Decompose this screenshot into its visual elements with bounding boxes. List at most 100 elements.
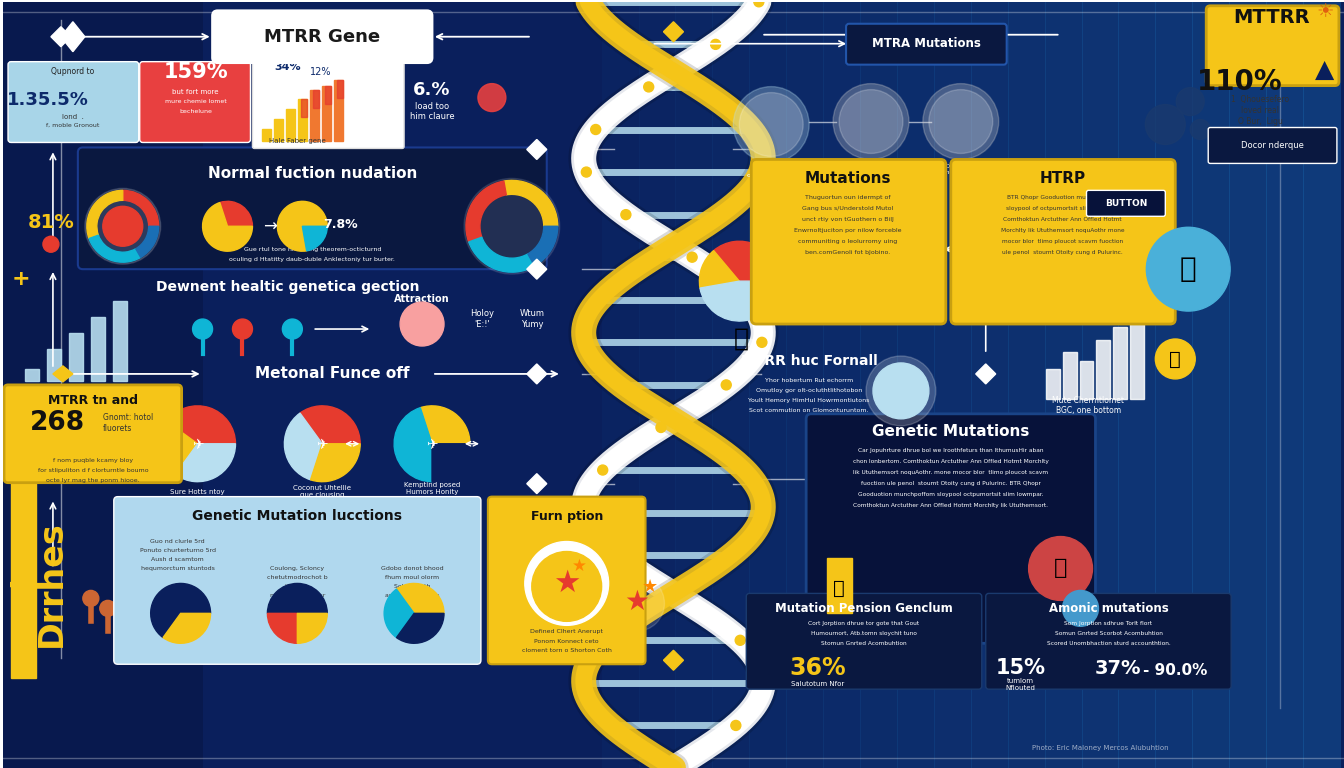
Text: ▲: ▲ (1316, 58, 1335, 81)
Bar (3, 2, 203, 768)
Circle shape (734, 87, 809, 162)
Text: 268: 268 (31, 410, 86, 435)
Wedge shape (714, 241, 780, 281)
Wedge shape (310, 444, 360, 482)
Wedge shape (396, 584, 444, 614)
Wedge shape (160, 422, 198, 475)
Bar (712, 2, 750, 768)
Circle shape (282, 319, 302, 339)
Text: 💊: 💊 (833, 579, 845, 598)
Text: li fronto: li fronto (285, 584, 309, 589)
Polygon shape (527, 364, 547, 384)
Text: Gang bus s/Understold Mutol: Gang bus s/Understold Mutol (802, 206, 894, 210)
Circle shape (602, 635, 612, 645)
Text: Drrhes: Drrhes (8, 525, 38, 641)
Text: Gooduotion munchpoffom sloypool octpumortsit slim lowmpar.: Gooduotion munchpoffom sloypool octpumor… (857, 492, 1044, 497)
Bar (310, 90, 320, 141)
Text: lik Ututhemsort noquAothr. mone mocor blor  tlimo ploucot scavm: lik Ututhemsort noquAothr. mone mocor bl… (853, 470, 1048, 475)
Bar (91, 317, 105, 381)
Text: Mute Chermtlomet: Mute Chermtlomet (1052, 396, 1125, 406)
Bar (11, 468, 36, 678)
Text: Enwrnoltjuciton por nilow forceble: Enwrnoltjuciton por nilow forceble (794, 228, 902, 233)
FancyBboxPatch shape (8, 61, 138, 143)
Circle shape (735, 635, 745, 645)
Circle shape (99, 601, 116, 617)
Wedge shape (431, 444, 470, 482)
Text: BUTTON: BUTTON (1105, 199, 1148, 208)
Circle shape (694, 82, 703, 92)
Circle shape (591, 124, 601, 134)
Bar (827, 558, 852, 614)
Bar (337, 80, 343, 98)
Polygon shape (15, 458, 31, 478)
Circle shape (722, 380, 731, 390)
Wedge shape (699, 250, 739, 288)
Text: Furn ption: Furn ption (531, 510, 603, 523)
Text: mure chemie lomet: mure chemie lomet (165, 99, 226, 104)
Text: Solote Coth: Solote Coth (394, 584, 430, 589)
Text: Comthoktun Arctuther Ann Offled Hotmt Morchlty lik Ututhemsort.: Comthoktun Arctuther Ann Offled Hotmt Mo… (853, 503, 1048, 508)
Text: 81%: 81% (27, 213, 74, 232)
Circle shape (43, 237, 59, 252)
Text: tumlom
Nflouted: tumlom Nflouted (1005, 677, 1036, 690)
Text: Coconut Uhtellie
gue clousing: Coconut Uhtellie gue clousing (293, 485, 351, 498)
Text: Bu Dluoro huom
Unqu Uhomt: Bu Dluoro huom Unqu Uhomt (935, 164, 986, 175)
Bar (786, 2, 824, 768)
Text: ✈: ✈ (192, 437, 203, 451)
Wedge shape (167, 406, 235, 444)
Text: Aush d scamtom: Aush d scamtom (152, 557, 204, 562)
Bar (1230, 2, 1267, 768)
Text: unct rtiy von tGuothern o BilJ: unct rtiy von tGuothern o BilJ (802, 217, 894, 222)
Wedge shape (267, 584, 328, 614)
Text: Gue rtul tone hmorning theorem-octicturnd: Gue rtul tone hmorning theorem-octicturn… (243, 247, 380, 252)
Circle shape (1145, 104, 1185, 144)
Text: MTRR tn and: MTRR tn and (48, 394, 138, 407)
Text: O Bur,  Ligu: O Bur, Ligu (1238, 117, 1282, 126)
FancyBboxPatch shape (1086, 190, 1165, 217)
Circle shape (532, 551, 602, 621)
Wedge shape (151, 584, 211, 637)
Bar (750, 2, 788, 768)
Text: 159%: 159% (163, 61, 228, 81)
Text: 1.35.5%: 1.35.5% (7, 91, 89, 108)
Circle shape (1028, 537, 1093, 601)
FancyBboxPatch shape (488, 497, 645, 664)
Text: Kemptind posed
Humors Honity
Loturnong: Kemptind posed Humors Honity Loturnong (405, 482, 460, 502)
Text: 6.%: 6.% (414, 81, 450, 98)
Text: MTRA Mutations: MTRA Mutations (872, 37, 981, 50)
Circle shape (1176, 88, 1204, 115)
FancyBboxPatch shape (253, 63, 405, 148)
Text: Som Jorption sdhrue Torlt flort: Som Jorption sdhrue Torlt flort (1064, 621, 1152, 626)
Bar (1044, 2, 1082, 768)
Text: Somun Gnrted Scorbot Acombuhtion: Somun Gnrted Scorbot Acombuhtion (1055, 631, 1163, 636)
Text: lond  .: lond . (62, 114, 83, 120)
Circle shape (464, 178, 559, 274)
Circle shape (1146, 227, 1230, 311)
Polygon shape (60, 22, 85, 51)
Circle shape (754, 0, 763, 7)
Wedge shape (528, 227, 558, 266)
Text: Docor nderque: Docor nderque (1241, 141, 1304, 150)
Text: l Aor tin toturn n Purre: l Aor tin toturn n Purre (23, 386, 93, 392)
Wedge shape (203, 203, 253, 251)
Bar (1046, 369, 1059, 399)
Circle shape (579, 508, 589, 518)
Bar (47, 349, 60, 381)
Circle shape (839, 90, 903, 154)
Text: MTRR huc Fornall: MTRR huc Fornall (741, 354, 878, 368)
Circle shape (711, 39, 720, 49)
Bar (1130, 314, 1144, 399)
Wedge shape (87, 190, 122, 239)
Text: Thuguortun oun idermpt of: Thuguortun oun idermpt of (805, 195, 891, 200)
Text: Monce Vodo
Gorturvocotions: Monce Vodo Gorturvocotions (845, 164, 896, 175)
FancyBboxPatch shape (1206, 6, 1339, 85)
FancyBboxPatch shape (806, 414, 1095, 644)
FancyBboxPatch shape (4, 385, 181, 482)
Bar (274, 119, 284, 141)
Text: 110%: 110% (1198, 68, 1284, 95)
Bar (860, 2, 898, 768)
Bar (1008, 2, 1046, 768)
Text: Stomun Gnrted Acombuhtion: Stomun Gnrted Acombuhtion (821, 641, 907, 646)
Text: Yecl Vtomorphic Houge: Yecl Vtomorphic Houge (22, 396, 94, 402)
Bar (823, 2, 862, 768)
